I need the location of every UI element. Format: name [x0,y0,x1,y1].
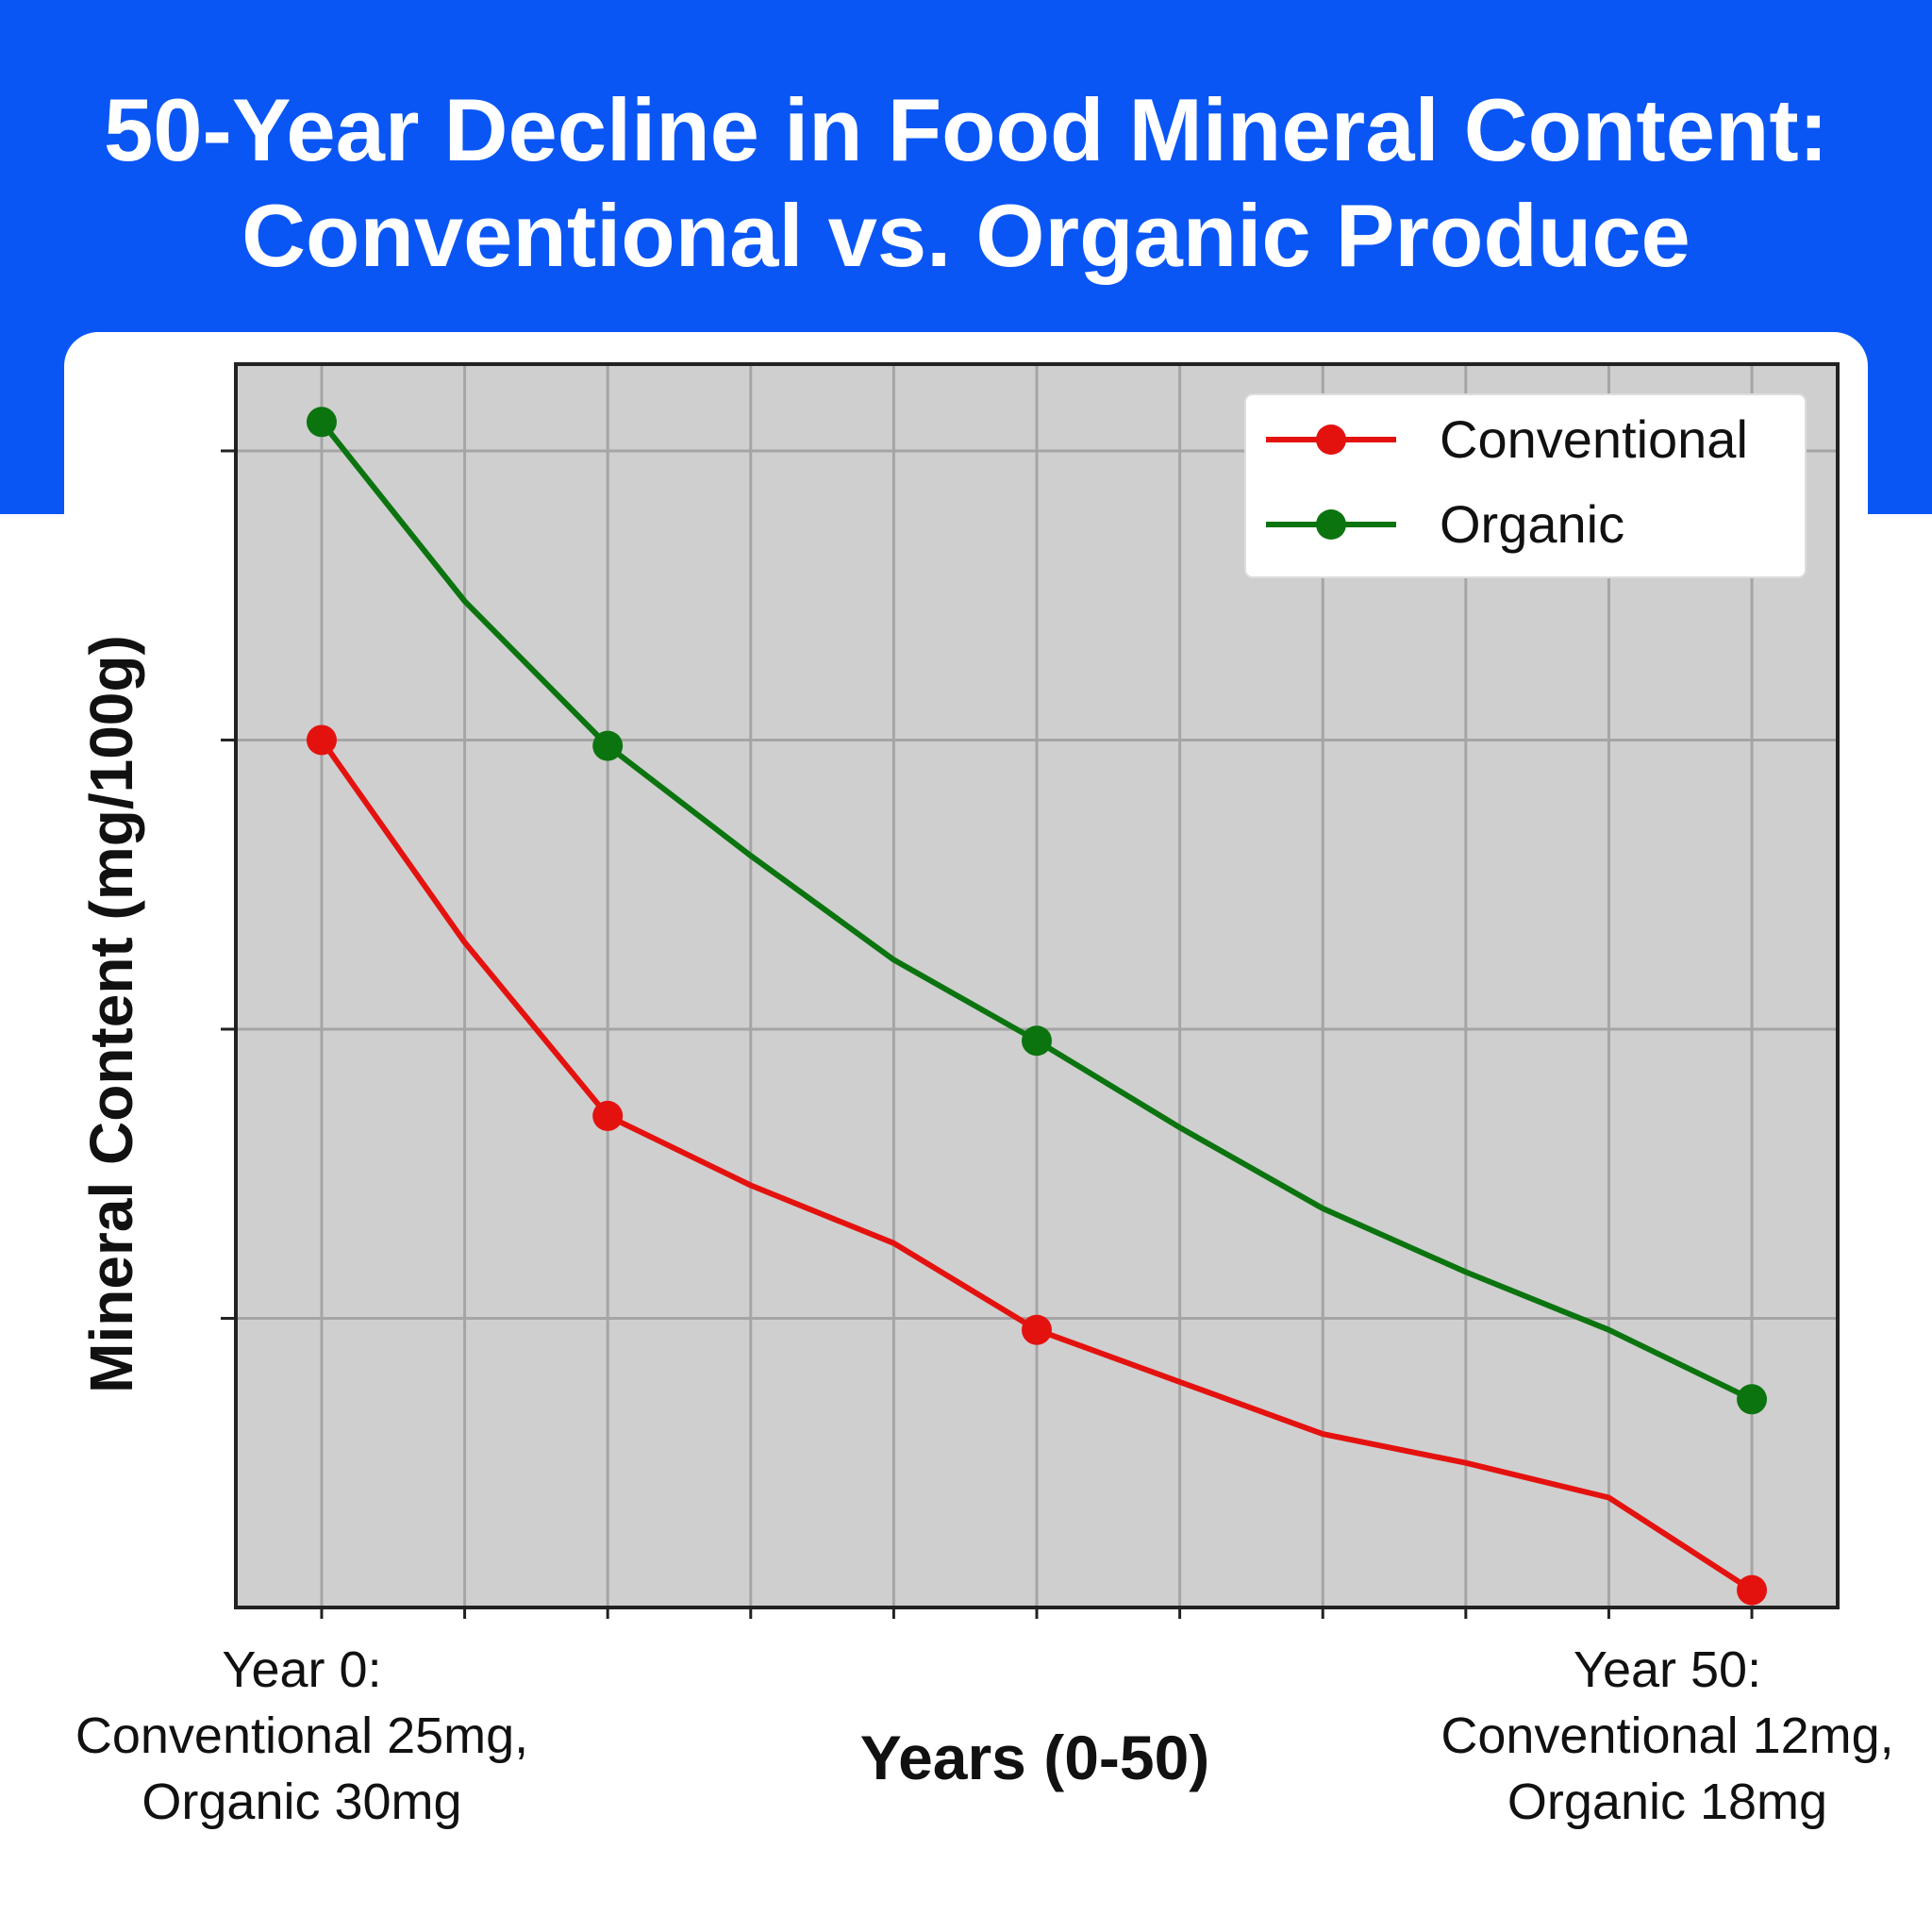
legend-marker-conventional [1316,425,1346,455]
legend-label-conventional: Conventional [1440,409,1748,469]
data-point-organic-year-10 [592,730,624,761]
x-axis-label: Years (0-50) [860,1723,1210,1792]
plot-area [221,362,1840,1619]
legend-label-organic: Organic [1440,494,1624,554]
chart-title-line-1: 50-Year Decline in Food Mineral Content: [103,80,1829,179]
y-axis-label: Mineral Content (mg/100g) [77,635,145,1393]
annotation-year-50-line-2: Conventional 12mg, [1441,1707,1894,1764]
plot-frame [234,362,1840,1609]
data-point-conventional-year-0 [306,724,337,756]
chart-title: 50-Year Decline in Food Mineral Content:… [0,77,1932,289]
data-point-organic-year-50 [1737,1384,1768,1415]
annotation-year-50: Year 50: Conventional 12mg, Organic 18mg [1410,1637,1924,1835]
annotation-year-50-line-1: Year 50: [1573,1641,1762,1698]
annotation-year-50-line-3: Organic 18mg [1507,1774,1828,1830]
data-point-conventional-year-25 [1022,1314,1052,1345]
annotation-year-0-line-2: Conventional 25mg, [75,1707,529,1764]
annotation-year-0-line-1: Year 0: [222,1641,382,1698]
annotation-year-0-line-3: Organic 30mg [142,1774,462,1830]
legend: Conventional Organic [1244,393,1807,578]
data-point-conventional-year-10 [592,1100,624,1131]
data-point-organic-year-25 [1022,1025,1052,1057]
data-point-organic-year-0 [306,407,337,438]
legend-marker-organic [1316,509,1346,540]
data-point-conventional-year-50 [1737,1574,1768,1606]
chart-title-line-2: Conventional vs. Organic Produce [242,186,1690,285]
annotation-year-0: Year 0: Conventional 25mg, Organic 30mg [28,1637,575,1835]
